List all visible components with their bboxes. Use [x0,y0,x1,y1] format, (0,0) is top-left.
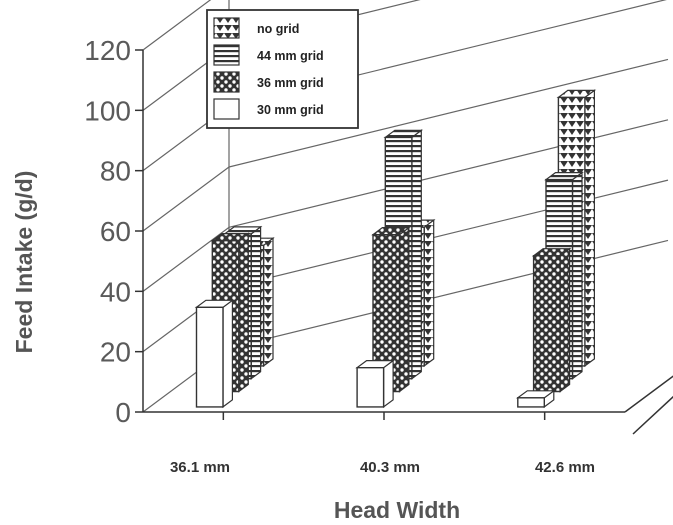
floor-right-edge [624,375,673,413]
legend-label-0: no grid [257,22,299,36]
bar-3-0 [194,299,235,409]
bar-side-2-2 [559,247,571,393]
bar-side-0-2 [584,89,596,368]
x-axis-title: Head Width [334,497,460,523]
gridline-0 [228,239,669,349]
x-tick-label-2: 42.6 mm [535,459,595,476]
side-gridline-3 [142,166,230,232]
y-axis-title: Feed Intake (g/d) [11,171,37,354]
legend-swatch-1 [213,44,240,66]
y-tick-label-1: 20 [100,337,131,368]
legend-swatch-2 [213,71,240,93]
bar-side-1-1 [411,129,422,380]
bar-front-3-2 [517,397,545,408]
y-tick-label-5: 100 [84,95,131,126]
bar-front-3-1 [356,367,385,408]
bar-layer [194,89,597,409]
legend-swatch-3 [213,98,240,120]
y-tick-label-6: 120 [84,35,131,66]
x-tick-label-0: 36.1 mm [170,459,230,476]
legend: no grid 44 mm grid 36 mm grid 30 mm grid [206,9,359,129]
label-layer: 0 20 40 60 80 100 120 36.1 mm 40.3 mm 42.6 mm Head… [11,35,595,523]
bar-2-1 [371,226,411,393]
bar-side-1-2 [571,171,583,380]
bar-2-2 [531,247,572,393]
bar-3-2 [515,389,556,409]
gridline-3 [228,58,669,168]
bar-side-3-1 [383,359,394,409]
bar-front-3-0 [195,306,224,408]
bar-3-1 [355,359,395,409]
y-tick-label-4: 80 [100,156,131,187]
legend-label-1: 44 mm grid [257,49,324,63]
bar-side-2-1 [398,226,410,393]
y-tick-label-3: 60 [100,216,131,247]
gridline-1 [228,179,669,289]
x-tick-label-1: 40.3 mm [360,459,420,476]
legend-swatch-0 [213,17,240,39]
side-gridline-6 [142,0,212,51]
side-gridline-2 [142,226,230,292]
y-tick-label-2: 40 [100,276,131,307]
bar-side-3-0 [222,299,233,409]
y-tick-label-0: 0 [115,397,131,428]
legend-label-2: 36 mm grid [257,76,324,90]
bar-front-2-2 [532,255,561,393]
legend-label-3: 30 mm grid [257,103,324,117]
floor-front-edge [632,395,673,435]
axis-layer [135,49,673,435]
bar-side-0-0 [263,236,274,368]
bar-side-0-1 [423,218,435,368]
bar-side-2-0 [238,232,249,393]
bar-side-1-0 [250,225,262,380]
gridline-2 [228,119,669,228]
